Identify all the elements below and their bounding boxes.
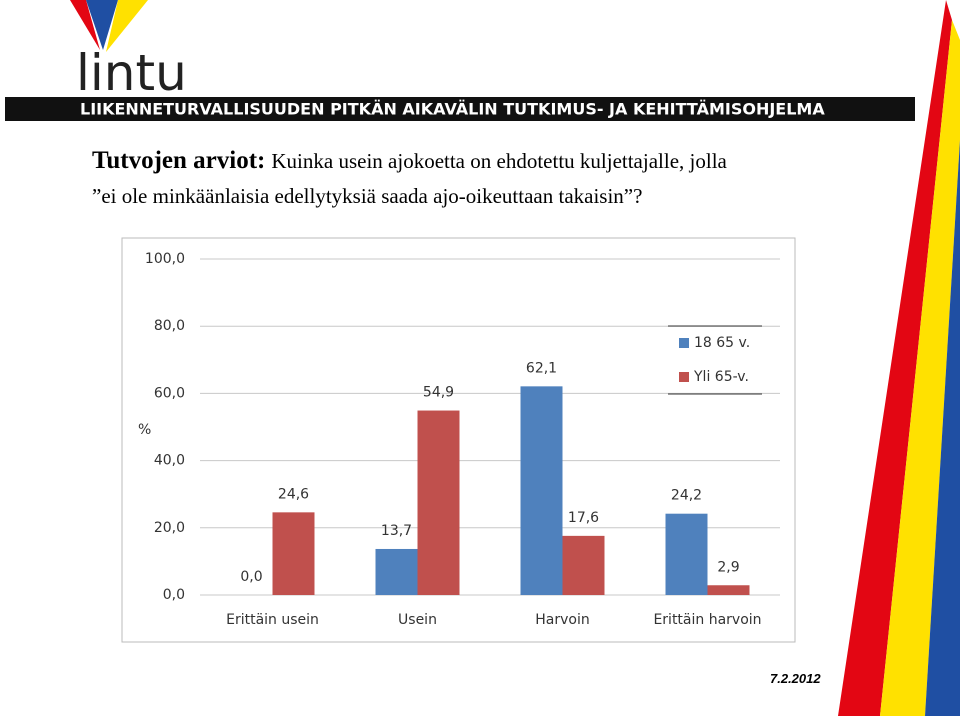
value-label: 17,6 bbox=[568, 510, 599, 526]
y-tick-label: 60,0 bbox=[154, 385, 185, 401]
stripe bbox=[880, 20, 960, 716]
heading: Tutvojen arviot: Kuinka usein ajokoetta o… bbox=[92, 147, 728, 174]
value-label: 24,2 bbox=[671, 488, 702, 504]
bar bbox=[665, 513, 708, 595]
logo-shape bbox=[106, 0, 148, 52]
bar bbox=[707, 585, 750, 595]
value-label: 24,6 bbox=[278, 486, 309, 502]
legend-label: Yli 65-v. bbox=[693, 369, 749, 385]
logo-shape bbox=[70, 0, 100, 50]
bar bbox=[417, 410, 460, 595]
bar bbox=[375, 548, 418, 595]
legend-swatch bbox=[679, 338, 689, 348]
banner bbox=[5, 97, 915, 121]
y-tick-label: 20,0 bbox=[154, 520, 185, 536]
x-tick-label: Harvoin bbox=[535, 612, 589, 628]
value-label: 2,9 bbox=[717, 559, 739, 575]
y-tick-label: 80,0 bbox=[154, 318, 185, 334]
x-tick-label: Erittäin harvoin bbox=[653, 612, 761, 628]
value-label: 13,7 bbox=[381, 523, 412, 539]
stripe bbox=[838, 0, 952, 716]
value-label: 54,9 bbox=[423, 385, 454, 401]
date: 7.2.2012 bbox=[770, 671, 821, 686]
heading-question: ”ei ole minkäänlaisia edellytyksiä saada… bbox=[92, 184, 642, 208]
y-axis-label: % bbox=[138, 422, 151, 438]
x-tick-label: Erittäin usein bbox=[226, 612, 319, 628]
value-label: 62,1 bbox=[526, 360, 557, 376]
bar bbox=[562, 535, 605, 595]
value-label: 0,0 bbox=[240, 569, 262, 585]
bar bbox=[520, 386, 563, 595]
stripe bbox=[925, 140, 960, 716]
heading-lead: Tutvojen arviot: bbox=[92, 147, 265, 174]
x-tick-label: Usein bbox=[398, 612, 437, 628]
legend-label: 18 65 v. bbox=[694, 335, 750, 351]
legend-swatch bbox=[679, 372, 689, 382]
y-tick-label: 0,0 bbox=[163, 587, 185, 603]
logo-text: lintu bbox=[76, 44, 187, 102]
y-tick-label: 100,0 bbox=[145, 251, 185, 267]
y-tick-label: 40,0 bbox=[154, 453, 185, 469]
heading-question: Kuinka usein ajokoetta on ehdotettu kulj… bbox=[271, 149, 727, 173]
banner-text: LIIKENNETURVALLISUUDEN PITKÄN AIKAVÄLIN … bbox=[80, 100, 825, 119]
logo-shape bbox=[86, 0, 118, 50]
bar bbox=[272, 512, 315, 595]
